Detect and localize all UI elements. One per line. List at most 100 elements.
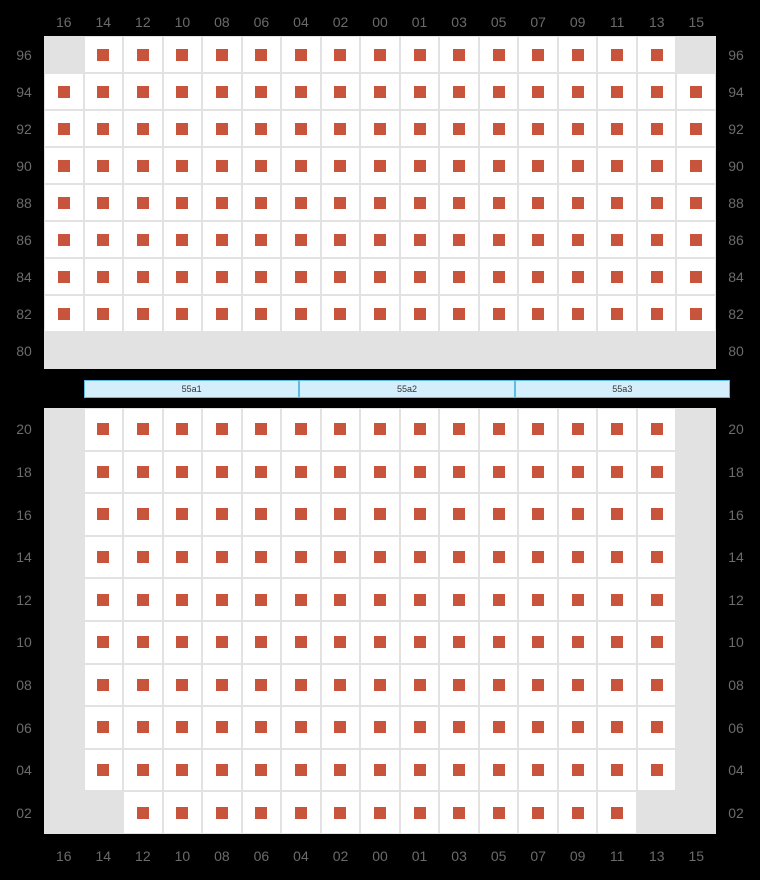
seat-cell[interactable] — [676, 295, 716, 332]
seat-cell[interactable] — [676, 147, 716, 184]
seat-cell[interactable] — [242, 36, 282, 73]
seat-cell[interactable] — [202, 110, 242, 147]
seat-cell[interactable] — [400, 73, 440, 110]
seat-cell[interactable] — [558, 221, 598, 258]
seat-cell[interactable] — [202, 791, 242, 834]
seat-cell[interactable] — [84, 221, 124, 258]
seat-cell[interactable] — [558, 451, 598, 494]
seat-cell[interactable] — [163, 791, 203, 834]
seat-cell[interactable] — [439, 221, 479, 258]
seat-cell[interactable] — [281, 295, 321, 332]
seat-cell[interactable] — [44, 258, 84, 295]
seat-cell[interactable] — [242, 184, 282, 221]
seat-cell[interactable] — [558, 147, 598, 184]
seat-cell[interactable] — [123, 408, 163, 451]
seat-cell[interactable] — [281, 36, 321, 73]
seat-cell[interactable] — [321, 621, 361, 664]
seat-cell[interactable] — [281, 578, 321, 621]
seat-cell[interactable] — [479, 184, 519, 221]
seat-cell[interactable] — [518, 664, 558, 707]
seat-cell[interactable] — [518, 749, 558, 792]
seat-cell[interactable] — [123, 147, 163, 184]
seat-cell[interactable] — [558, 493, 598, 536]
seat-cell[interactable] — [84, 664, 124, 707]
seat-cell[interactable] — [637, 706, 677, 749]
seat-cell[interactable] — [597, 147, 637, 184]
seat-cell[interactable] — [163, 493, 203, 536]
seat-cell[interactable] — [558, 110, 598, 147]
seat-cell[interactable] — [321, 664, 361, 707]
table-segment[interactable]: 55a2 — [299, 380, 514, 398]
seat-cell[interactable] — [163, 621, 203, 664]
seat-cell[interactable] — [321, 221, 361, 258]
seat-cell[interactable] — [439, 184, 479, 221]
seat-cell[interactable] — [597, 578, 637, 621]
seat-cell[interactable] — [123, 664, 163, 707]
seat-cell[interactable] — [597, 451, 637, 494]
seat-cell[interactable] — [281, 221, 321, 258]
seat-cell[interactable] — [360, 706, 400, 749]
seat-cell[interactable] — [676, 258, 716, 295]
seat-cell[interactable] — [202, 706, 242, 749]
seat-cell[interactable] — [558, 791, 598, 834]
seat-cell[interactable] — [163, 295, 203, 332]
seat-cell[interactable] — [479, 451, 519, 494]
seat-cell[interactable] — [321, 706, 361, 749]
seat-cell[interactable] — [400, 36, 440, 73]
seat-cell[interactable] — [558, 578, 598, 621]
seat-cell[interactable] — [163, 408, 203, 451]
seat-cell[interactable] — [123, 621, 163, 664]
seat-cell[interactable] — [597, 295, 637, 332]
seat-cell[interactable] — [558, 749, 598, 792]
seat-cell[interactable] — [321, 749, 361, 792]
seat-cell[interactable] — [163, 184, 203, 221]
seat-cell[interactable] — [637, 36, 677, 73]
seat-cell[interactable] — [84, 621, 124, 664]
seat-cell[interactable] — [439, 493, 479, 536]
seat-cell[interactable] — [400, 493, 440, 536]
seat-cell[interactable] — [84, 184, 124, 221]
seat-cell[interactable] — [123, 536, 163, 579]
seat-cell[interactable] — [360, 221, 400, 258]
seat-cell[interactable] — [84, 36, 124, 73]
seat-cell[interactable] — [360, 36, 400, 73]
seat-cell[interactable] — [321, 451, 361, 494]
seat-cell[interactable] — [163, 536, 203, 579]
seat-cell[interactable] — [637, 621, 677, 664]
seat-cell[interactable] — [479, 258, 519, 295]
seat-cell[interactable] — [637, 73, 677, 110]
seat-cell[interactable] — [242, 706, 282, 749]
seat-cell[interactable] — [84, 295, 124, 332]
seat-cell[interactable] — [242, 295, 282, 332]
seat-cell[interactable] — [84, 578, 124, 621]
seat-cell[interactable] — [597, 536, 637, 579]
seat-cell[interactable] — [242, 221, 282, 258]
seat-cell[interactable] — [558, 73, 598, 110]
seat-cell[interactable] — [400, 184, 440, 221]
seat-cell[interactable] — [360, 451, 400, 494]
seat-cell[interactable] — [123, 184, 163, 221]
seat-cell[interactable] — [400, 451, 440, 494]
seat-cell[interactable] — [321, 110, 361, 147]
seat-cell[interactable] — [360, 493, 400, 536]
seat-cell[interactable] — [242, 258, 282, 295]
seat-cell[interactable] — [321, 184, 361, 221]
seat-cell[interactable] — [597, 791, 637, 834]
seat-cell[interactable] — [597, 73, 637, 110]
seat-cell[interactable] — [518, 706, 558, 749]
seat-cell[interactable] — [439, 451, 479, 494]
seat-cell[interactable] — [163, 110, 203, 147]
table-segment[interactable]: 55a1 — [84, 380, 299, 398]
seat-cell[interactable] — [123, 36, 163, 73]
seat-cell[interactable] — [281, 147, 321, 184]
seat-cell[interactable] — [202, 258, 242, 295]
seat-cell[interactable] — [321, 536, 361, 579]
seat-cell[interactable] — [242, 578, 282, 621]
seat-cell[interactable] — [84, 110, 124, 147]
seat-cell[interactable] — [558, 258, 598, 295]
seat-cell[interactable] — [281, 749, 321, 792]
seat-cell[interactable] — [202, 578, 242, 621]
seat-cell[interactable] — [360, 749, 400, 792]
seat-cell[interactable] — [84, 451, 124, 494]
seat-cell[interactable] — [84, 258, 124, 295]
